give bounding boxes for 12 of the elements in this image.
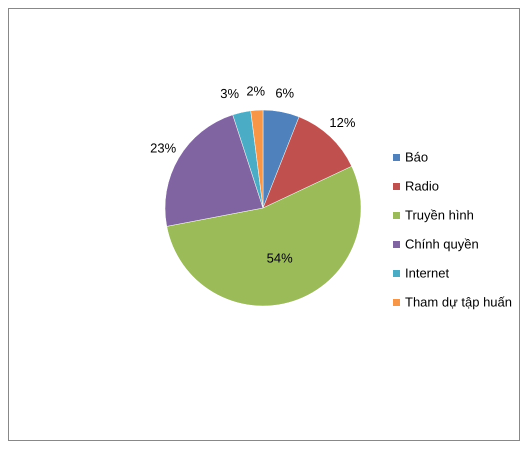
data-label: 23%	[150, 140, 177, 156]
data-label: 54%	[266, 250, 294, 266]
legend-label: Internet	[405, 265, 450, 280]
legend-label: Radio	[405, 178, 439, 194]
legend-label: Chính quyền	[405, 236, 479, 252]
data-label: 2%	[246, 84, 266, 99]
data-label: 6%	[275, 85, 295, 100]
legend-label: Truyền hình	[405, 207, 474, 222]
legend-label: Báo	[405, 149, 428, 164]
data-label: 3%	[220, 86, 240, 102]
legend-label: Tham dự tập huấn	[405, 294, 512, 310]
data-label: 12%	[329, 114, 356, 130]
